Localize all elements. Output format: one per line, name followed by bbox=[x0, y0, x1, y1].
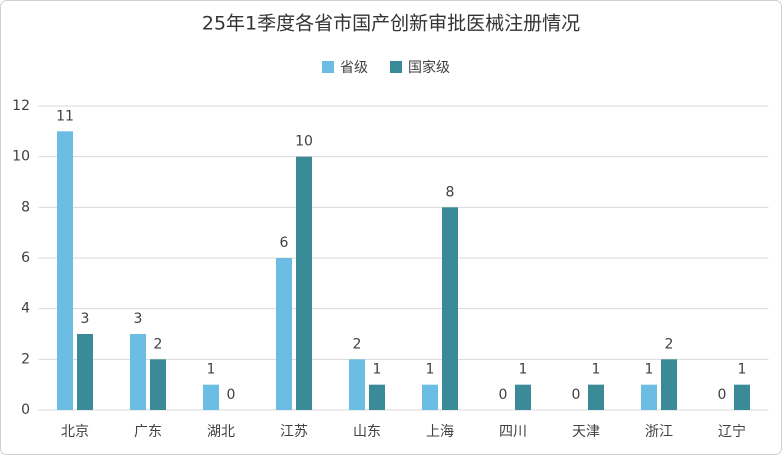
data-label: 1 bbox=[426, 362, 435, 378]
data-label: 0 bbox=[718, 387, 727, 403]
data-label: 1 bbox=[738, 362, 747, 378]
y-tick-label: 8 bbox=[21, 199, 30, 215]
bar bbox=[641, 384, 657, 410]
bar bbox=[588, 384, 604, 410]
x-tick-label: 浙江 bbox=[645, 424, 673, 440]
data-label: 1 bbox=[645, 362, 654, 378]
data-label: 1 bbox=[519, 362, 528, 378]
y-tick-label: 10 bbox=[12, 149, 30, 165]
x-tick-label: 山东 bbox=[353, 424, 381, 440]
data-label: 0 bbox=[499, 387, 508, 403]
bar bbox=[77, 334, 93, 410]
data-label: 1 bbox=[373, 362, 382, 378]
y-tick-label: 6 bbox=[21, 250, 30, 266]
bar bbox=[276, 258, 292, 410]
bar bbox=[203, 384, 219, 410]
data-label: 11 bbox=[56, 108, 74, 124]
x-tick-label: 湖北 bbox=[207, 424, 235, 440]
legend-label: 国家级 bbox=[408, 59, 450, 76]
bar bbox=[150, 359, 166, 410]
y-tick-label: 2 bbox=[21, 351, 30, 367]
y-tick-label: 4 bbox=[21, 301, 30, 317]
x-tick-label: 广东 bbox=[134, 424, 162, 440]
legend-label: 省级 bbox=[340, 60, 368, 76]
bar bbox=[296, 156, 312, 410]
bar bbox=[130, 334, 146, 410]
y-tick-label: 12 bbox=[12, 98, 30, 114]
x-tick-label: 辽宁 bbox=[718, 423, 746, 440]
bar bbox=[734, 384, 750, 410]
data-label: 1 bbox=[592, 362, 601, 378]
y-tick-label: 0 bbox=[21, 402, 30, 418]
bar bbox=[442, 207, 458, 410]
x-tick-label: 四川 bbox=[499, 424, 527, 440]
data-label: 2 bbox=[665, 336, 674, 352]
data-label: 3 bbox=[81, 311, 90, 327]
bar bbox=[369, 384, 385, 410]
x-tick-label: 江苏 bbox=[280, 424, 308, 440]
data-label: 2 bbox=[353, 336, 362, 352]
legend-swatch bbox=[390, 61, 402, 73]
data-label: 10 bbox=[295, 134, 313, 150]
data-label: 8 bbox=[446, 184, 455, 200]
data-label: 0 bbox=[572, 387, 581, 403]
bar bbox=[57, 131, 73, 411]
data-label: 1 bbox=[207, 362, 216, 378]
bar bbox=[515, 384, 531, 410]
bar bbox=[661, 359, 677, 410]
bar bbox=[422, 384, 438, 410]
chart-title: 25年1季度各省市国产创新审批医械注册情况 bbox=[202, 13, 580, 35]
data-label: 0 bbox=[227, 387, 236, 403]
legend-swatch bbox=[322, 61, 334, 73]
data-label: 6 bbox=[280, 235, 289, 251]
x-tick-label: 天津 bbox=[572, 424, 600, 440]
x-tick-label: 上海 bbox=[426, 424, 454, 440]
data-label: 2 bbox=[154, 336, 163, 352]
bar bbox=[349, 359, 365, 410]
data-label: 3 bbox=[134, 311, 143, 327]
x-tick-label: 北京 bbox=[61, 424, 89, 440]
